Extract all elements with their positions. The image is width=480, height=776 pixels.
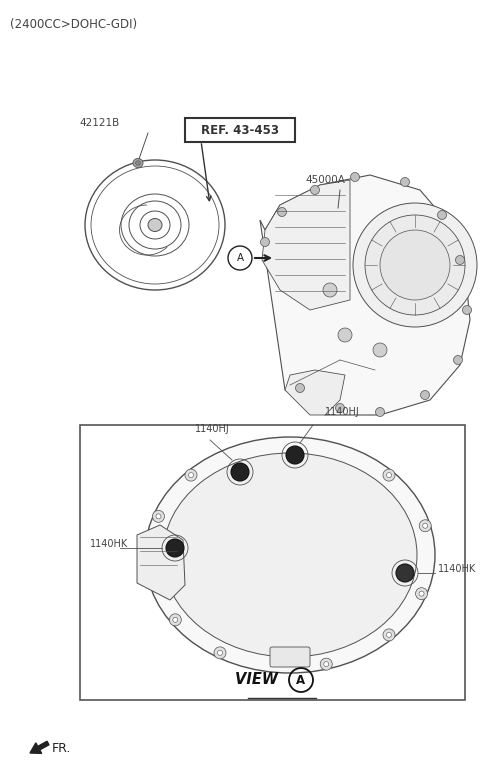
Circle shape	[338, 328, 352, 342]
Circle shape	[380, 230, 450, 300]
Circle shape	[419, 591, 424, 596]
Circle shape	[324, 662, 329, 667]
Text: FR.: FR.	[52, 742, 72, 754]
Circle shape	[456, 255, 465, 265]
Polygon shape	[137, 525, 185, 600]
Polygon shape	[260, 175, 470, 415]
Circle shape	[185, 469, 197, 481]
Circle shape	[396, 564, 414, 582]
Bar	[80, 425, 465, 700]
Circle shape	[323, 283, 337, 297]
Text: 1140HJ: 1140HJ	[194, 424, 229, 434]
FancyBboxPatch shape	[270, 647, 310, 667]
Circle shape	[277, 207, 287, 217]
Text: REF. 43-453: REF. 43-453	[201, 123, 279, 137]
Circle shape	[420, 390, 430, 400]
Ellipse shape	[135, 161, 141, 165]
Circle shape	[423, 523, 428, 528]
Circle shape	[373, 343, 387, 357]
Text: 45000A: 45000A	[305, 175, 345, 185]
Circle shape	[296, 383, 304, 393]
Circle shape	[217, 650, 223, 656]
Circle shape	[336, 404, 345, 413]
Circle shape	[419, 520, 431, 532]
Circle shape	[189, 473, 193, 477]
Circle shape	[353, 203, 477, 327]
Circle shape	[214, 647, 226, 659]
Ellipse shape	[163, 453, 417, 657]
Circle shape	[365, 215, 465, 315]
Text: 1140HJ: 1140HJ	[325, 407, 360, 417]
Text: A: A	[297, 674, 306, 687]
Text: VIEW: VIEW	[235, 673, 283, 688]
Circle shape	[383, 469, 395, 481]
Circle shape	[386, 473, 392, 477]
Circle shape	[231, 463, 249, 481]
Text: 42121B: 42121B	[80, 118, 120, 128]
Text: A: A	[237, 253, 243, 263]
Circle shape	[437, 210, 446, 220]
Circle shape	[153, 511, 165, 522]
Circle shape	[166, 539, 184, 557]
Ellipse shape	[133, 158, 143, 168]
Circle shape	[320, 658, 332, 670]
Circle shape	[261, 237, 269, 247]
Circle shape	[286, 446, 304, 464]
Circle shape	[350, 172, 360, 182]
FancyBboxPatch shape	[185, 118, 295, 142]
Ellipse shape	[148, 219, 162, 231]
Text: 1140HK: 1140HK	[90, 539, 128, 549]
Circle shape	[156, 514, 161, 519]
Polygon shape	[285, 370, 345, 415]
Circle shape	[463, 306, 471, 314]
Circle shape	[386, 632, 392, 637]
Circle shape	[173, 618, 178, 622]
Ellipse shape	[145, 437, 435, 673]
Circle shape	[311, 185, 320, 195]
Circle shape	[383, 629, 395, 641]
FancyArrow shape	[30, 741, 49, 753]
Circle shape	[400, 178, 409, 186]
Circle shape	[416, 587, 428, 600]
Polygon shape	[262, 180, 350, 310]
Circle shape	[375, 407, 384, 417]
Text: (2400CC>DOHC-GDI): (2400CC>DOHC-GDI)	[10, 18, 137, 31]
Text: 1140HK: 1140HK	[438, 564, 476, 574]
Circle shape	[169, 614, 181, 625]
Circle shape	[454, 355, 463, 365]
